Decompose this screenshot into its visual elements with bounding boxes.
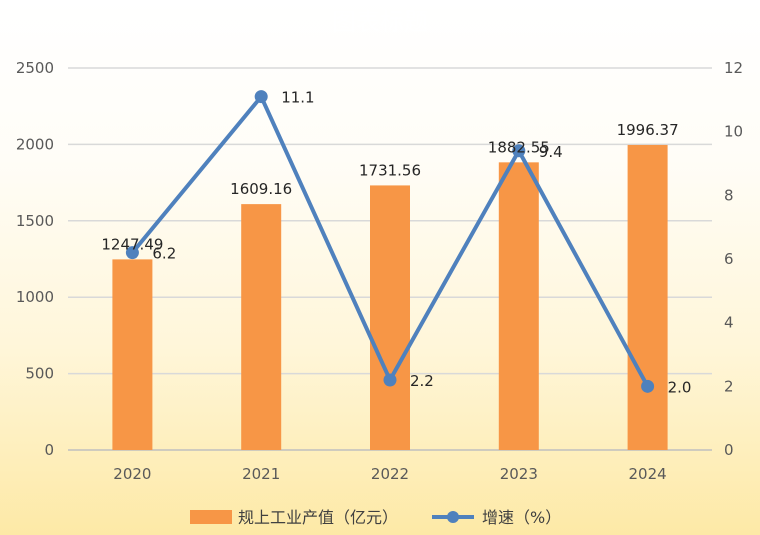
y-left-tick-500: 500 bbox=[25, 365, 54, 383]
y-right-tick-0: 0 bbox=[724, 441, 734, 459]
growth-label-2021: 11.1 bbox=[281, 89, 314, 107]
growth-point-2023 bbox=[512, 144, 526, 158]
y-right-tick-8: 8 bbox=[724, 186, 734, 204]
growth-label-2023: 9.4 bbox=[539, 143, 563, 161]
growth-point-2022 bbox=[383, 373, 397, 387]
y-right-tick-6: 6 bbox=[724, 250, 734, 268]
bar-2023 bbox=[498, 162, 539, 450]
legend: 规上工业产值（亿元） 增速（%） bbox=[190, 508, 561, 527]
growth-point-2020 bbox=[125, 246, 139, 260]
bar-2020 bbox=[112, 259, 153, 450]
x-tick-2024: 2024 bbox=[629, 465, 667, 483]
y-left-tick-1500: 1500 bbox=[16, 212, 54, 230]
growth-point-2021 bbox=[254, 90, 268, 104]
line-series bbox=[125, 90, 655, 393]
bar-label-2021: 1609.16 bbox=[230, 180, 292, 198]
bar-series bbox=[112, 144, 668, 451]
axis-ticks: 0 500 1000 1500 2000 2500 0 2 4 6 8 10 12 2020 2021 202… bbox=[16, 59, 743, 483]
bar-2024 bbox=[627, 144, 668, 451]
growth-label-2020: 6.2 bbox=[152, 245, 176, 263]
x-tick-2020: 2020 bbox=[113, 465, 151, 483]
growth-point-2024 bbox=[641, 379, 655, 393]
bar-label-2024: 1996.37 bbox=[617, 121, 679, 139]
y-right-tick-10: 10 bbox=[724, 123, 743, 141]
y-left-tick-0: 0 bbox=[44, 441, 54, 459]
bar-2022 bbox=[370, 185, 410, 450]
y-right-tick-4: 4 bbox=[724, 314, 734, 332]
legend-bar-label: 规上工业产值（亿元） bbox=[238, 508, 398, 527]
data-labels: 1247.49 1609.16 1731.56 1882.55 1996.37 6.2 11… bbox=[101, 89, 691, 397]
bar-label-2020: 1247.49 bbox=[101, 235, 163, 253]
y-left-tick-2500: 2500 bbox=[16, 59, 54, 77]
legend-line-marker bbox=[447, 511, 459, 523]
bar-label-2022: 1731.56 bbox=[359, 161, 421, 179]
y-left-tick-2000: 2000 bbox=[16, 135, 54, 153]
growth-label-2024: 2.0 bbox=[668, 378, 692, 396]
bar-label-2023: 1882.55 bbox=[488, 138, 550, 156]
x-tick-2022: 2022 bbox=[371, 465, 409, 483]
x-tick-2021: 2021 bbox=[242, 465, 280, 483]
y-right-tick-2: 2 bbox=[724, 377, 734, 395]
x-tick-2023: 2023 bbox=[500, 465, 538, 483]
chart-title: 图表标题 bbox=[332, 8, 428, 36]
y-left-tick-1000: 1000 bbox=[16, 288, 54, 306]
legend-bar-swatch bbox=[190, 510, 232, 524]
legend-line-label: 增速（%） bbox=[482, 508, 561, 527]
growth-label-2022: 2.2 bbox=[410, 372, 434, 390]
bar-2021 bbox=[241, 204, 282, 450]
y-right-tick-12: 12 bbox=[724, 59, 743, 77]
